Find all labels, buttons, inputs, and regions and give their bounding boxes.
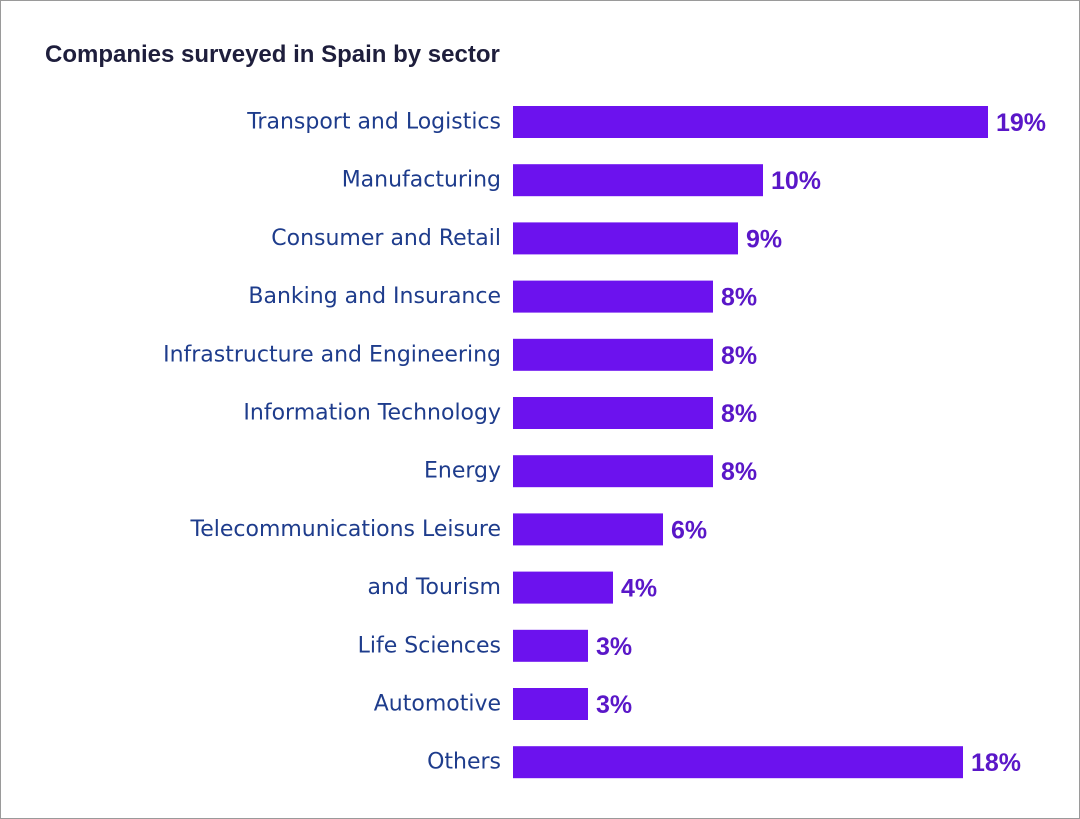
category-label: Infrastructure and Engineering bbox=[163, 342, 501, 367]
bar bbox=[513, 746, 963, 779]
value-label: 8% bbox=[721, 284, 757, 312]
category-label: Consumer and Retail bbox=[271, 226, 501, 251]
value-label: 18% bbox=[971, 749, 1021, 777]
bar bbox=[513, 106, 988, 138]
bar bbox=[513, 164, 763, 197]
value-label: 8% bbox=[721, 342, 757, 370]
category-label: Banking and Insurance bbox=[248, 284, 501, 309]
value-label: 9% bbox=[746, 225, 782, 253]
bar bbox=[513, 513, 663, 546]
value-label: 10% bbox=[771, 167, 821, 195]
bar bbox=[513, 222, 738, 255]
category-label: Life Sciences bbox=[358, 633, 501, 658]
category-label: Energy bbox=[424, 459, 501, 484]
bar bbox=[513, 688, 588, 720]
bar bbox=[513, 455, 713, 488]
bar bbox=[513, 629, 588, 662]
category-label: Transport and Logistics bbox=[246, 110, 501, 135]
category-label: Manufacturing bbox=[342, 168, 501, 193]
value-label: 3% bbox=[596, 633, 632, 661]
value-label: 6% bbox=[671, 516, 707, 544]
chart-title: Companies surveyed in Spain by sector bbox=[45, 41, 500, 68]
bar bbox=[513, 571, 613, 604]
bar bbox=[513, 397, 713, 429]
bar bbox=[513, 338, 713, 371]
category-label: Information Technology bbox=[243, 401, 501, 426]
value-label: 19% bbox=[996, 109, 1046, 137]
bar bbox=[513, 280, 713, 313]
value-label: 8% bbox=[721, 458, 757, 486]
category-label: Others bbox=[427, 750, 501, 775]
category-label: and Tourism bbox=[367, 575, 501, 600]
value-label: 4% bbox=[621, 575, 657, 603]
value-label: 8% bbox=[721, 400, 757, 428]
value-label: 3% bbox=[596, 691, 632, 719]
category-label: Automotive bbox=[374, 692, 501, 717]
category-label: Telecommunications Leisure bbox=[190, 517, 502, 542]
